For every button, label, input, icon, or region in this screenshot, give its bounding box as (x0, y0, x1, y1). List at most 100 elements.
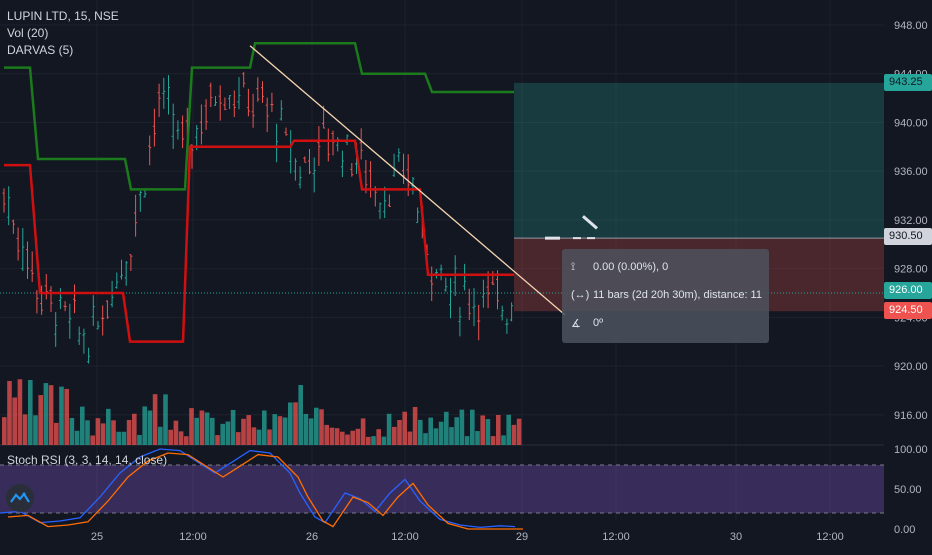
time-axis-label: 12:00 (391, 531, 419, 543)
measure-handle (582, 215, 598, 230)
volume-bar (371, 436, 376, 445)
volume-bar (516, 418, 522, 445)
volume-bar (407, 431, 413, 445)
stoch-rsi-label[interactable]: Stoch RSI (3, 3, 14, 14, close) (7, 453, 168, 467)
volume-bar (475, 431, 480, 445)
entry-price-tag: 930.50 (884, 228, 932, 245)
volume-bar (360, 418, 366, 445)
time-axis-label: 12:00 (179, 531, 207, 543)
horizontal-range-icon: (↔) (571, 289, 590, 301)
volume-bar (293, 402, 298, 445)
volume-bar (33, 415, 38, 445)
volume-bar (345, 434, 350, 445)
volume-bar (480, 415, 485, 445)
volume-bar (111, 420, 116, 445)
volume-bar (85, 420, 90, 445)
tooltip-price-row: ⟟ 0.00 (0.00%), 0 (571, 259, 668, 275)
volume-indicator-label[interactable]: Vol (20) (7, 26, 49, 40)
volume-bar (246, 415, 251, 445)
measure-tooltip: ⟟ 0.00 (0.00%), 0 (↔) 11 bars (2d 20h 30… (562, 249, 769, 343)
volume-bar (194, 417, 199, 445)
volume-bar (428, 417, 433, 445)
stoch-axis-label: 50.00 (894, 484, 922, 496)
stoch-k-line (0, 448, 516, 529)
volume-bar (2, 417, 7, 445)
volume-bar (69, 417, 75, 445)
volume-bar (334, 428, 340, 445)
volume-bar (163, 394, 168, 445)
volume-bar (314, 407, 319, 445)
volume-bar (142, 406, 147, 445)
tooltip-angle-row: ∡ 0º (571, 315, 603, 331)
volume-bar (392, 426, 397, 445)
volume-bar (501, 435, 506, 445)
volume-bar (470, 409, 475, 445)
volume-bar (272, 414, 277, 445)
volume-bar (74, 430, 80, 445)
tooltip-price-range: 0.00 (0.00%), 0 (593, 261, 669, 273)
tooltip-bars-range: 11 bars (2d 20h 30m), distance: 11 (593, 289, 762, 301)
volume-bar (267, 429, 272, 445)
volume-bar (100, 423, 106, 445)
volume-bar (454, 417, 459, 445)
chart-legend: LUPIN LTD, 15, NSE Vol (20) DARVAS (5) (7, 8, 119, 59)
darvas-top-line (4, 42, 514, 191)
volume-bar (173, 420, 179, 445)
price-axis-label: 928.00 (894, 264, 928, 276)
stoch-axis-label: 100.00 (894, 444, 928, 456)
volume-bar (459, 409, 465, 445)
volume-bar (402, 411, 407, 445)
volume-bar (423, 433, 428, 445)
last-price-tag: 926.00 (884, 282, 932, 299)
volume-bar (48, 385, 54, 445)
volume-bar (121, 431, 127, 445)
volume-bar (386, 413, 392, 445)
volume-bar (355, 428, 361, 445)
volume-bar (215, 435, 220, 445)
volume-bar (324, 424, 329, 445)
volume-bar (199, 410, 205, 445)
volume-bar (251, 427, 257, 445)
volume-bar (366, 436, 371, 445)
tooltip-bars-row: (↔) 11 bars (2d 20h 30m), distance: 11 (571, 287, 762, 303)
price-axis-label: 948.00 (894, 20, 928, 32)
stoch-band (0, 465, 884, 513)
price-axis-label: 936.00 (894, 166, 928, 178)
volume-bar (496, 415, 501, 445)
symbol-title[interactable]: LUPIN LTD, 15, NSE (7, 9, 119, 23)
time-axis-label: 26 (306, 531, 318, 543)
volume-bar (152, 394, 158, 445)
price-axis-label: 940.00 (894, 117, 928, 129)
darvas-indicator-label[interactable]: DARVAS (5) (7, 43, 74, 57)
volume-bar (236, 432, 241, 445)
volume-bar (444, 411, 449, 445)
volume-bar (210, 417, 215, 445)
time-axis-label: 30 (730, 531, 742, 543)
volume-bar (298, 384, 303, 445)
volume-bar (184, 436, 189, 445)
volume-bar (412, 407, 418, 445)
volume-bar (28, 379, 33, 445)
volume-bar (506, 414, 511, 445)
volume-bar (64, 388, 69, 445)
volume-bar (59, 386, 64, 445)
volume-bar (485, 419, 491, 445)
tooltip-angle: 0º (593, 317, 604, 329)
volume-bar (490, 436, 496, 445)
volume-bar (116, 431, 121, 445)
volume-bar (204, 412, 210, 445)
volume-bar (282, 417, 288, 445)
tradingview-logo-icon[interactable] (6, 484, 34, 512)
volume-bar (397, 420, 402, 445)
volume-bar (126, 419, 132, 445)
volume-bar (90, 435, 95, 445)
volume-bar (80, 406, 85, 445)
stoch-axis-label: 0.00 (894, 524, 915, 536)
volume-bar (433, 428, 439, 445)
price-axis-label: 916.00 (894, 410, 928, 422)
volume-bar (220, 423, 225, 445)
volume-bar (350, 430, 355, 445)
target-price-tag: 943.25 (884, 74, 932, 91)
